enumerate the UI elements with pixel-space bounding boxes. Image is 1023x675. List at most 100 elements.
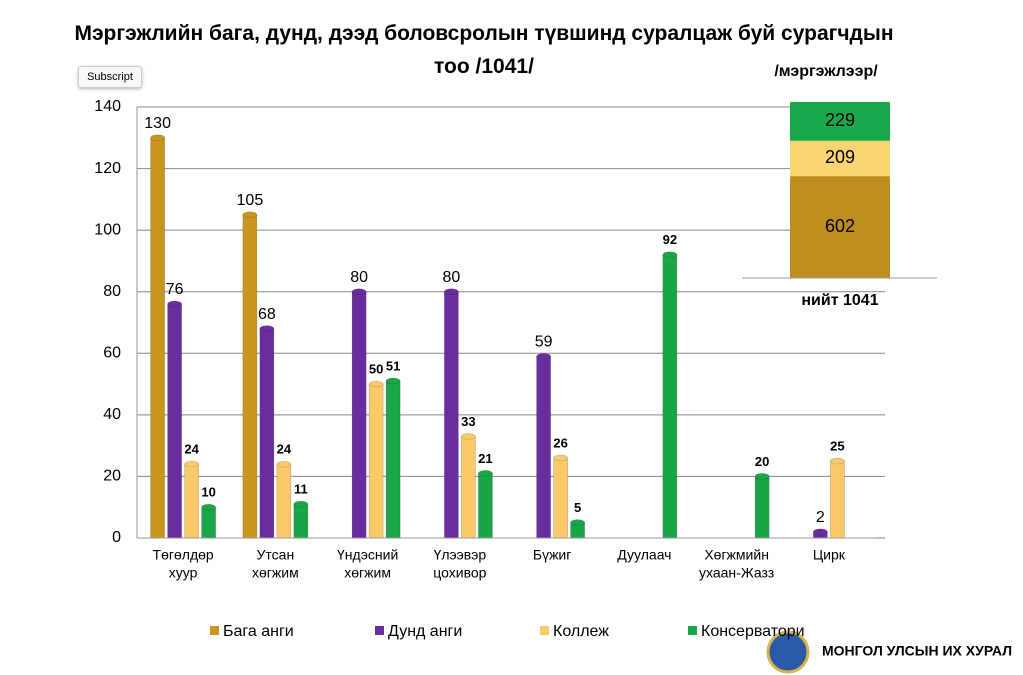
x-tick-label: Утсан <box>257 547 295 563</box>
value-label: 76 <box>166 281 184 298</box>
value-label: 24 <box>277 442 292 457</box>
legend-swatch <box>375 626 384 635</box>
subtitle: /мэргэжлээр/ <box>774 63 878 80</box>
value-label: 25 <box>830 438 844 453</box>
value-label: 20 <box>755 454 769 469</box>
bar-cap <box>167 300 182 308</box>
bar <box>259 328 275 539</box>
bar <box>385 380 401 539</box>
y-tick-label: 80 <box>103 283 121 300</box>
value-label: 105 <box>237 192 264 209</box>
watermark: МОНГОЛ УЛСЫН ИХ ХУРАЛ <box>822 643 1012 659</box>
logo <box>766 630 810 674</box>
x-tick-label: Үндэсний <box>337 547 398 563</box>
value-label: 26 <box>553 435 567 450</box>
x-tick-label: Төгөлдөр <box>153 547 214 563</box>
bar-cap <box>385 377 401 385</box>
bar <box>553 457 568 539</box>
bar <box>201 506 216 539</box>
bar-cap <box>293 500 309 508</box>
bar-cap <box>662 251 678 259</box>
bar-cap <box>242 211 258 219</box>
value-label: 59 <box>535 334 553 351</box>
stack-segment <box>790 140 890 177</box>
bar-cap <box>461 433 476 440</box>
value-label: 51 <box>386 358 400 373</box>
y-tick-label: 40 <box>103 406 121 423</box>
bar-cap <box>184 460 199 468</box>
x-tick-label: хуур <box>169 565 198 581</box>
bar <box>293 503 309 539</box>
bar-cap <box>553 454 568 462</box>
value-label: 2 <box>816 509 825 526</box>
bar-cap <box>830 457 845 465</box>
bar-cap <box>754 473 770 480</box>
chart-title: Мэргэжлийн бага, дунд, дээд боловсролын … <box>74 22 893 78</box>
inset-label: нийт 1041 <box>801 292 878 309</box>
value-label: 80 <box>350 269 368 286</box>
bar-cap <box>570 519 585 526</box>
value-label: 24 <box>184 442 199 457</box>
y-tick-label: 120 <box>94 160 121 177</box>
bar-cap <box>150 134 165 142</box>
bar <box>167 303 182 539</box>
value-label: 50 <box>369 362 383 377</box>
legend-label: Консерватори <box>701 623 805 640</box>
stack-segment <box>790 102 890 141</box>
x-tick-label: Бүжиг <box>533 547 571 563</box>
bar <box>478 473 493 539</box>
bar <box>184 463 199 539</box>
bar-cap <box>536 353 551 360</box>
bar <box>444 291 459 539</box>
value-label: 10 <box>201 485 215 500</box>
value-label: 11 <box>294 482 308 497</box>
stack-segment <box>790 176 890 278</box>
bar-cap <box>276 460 292 468</box>
legend-swatch <box>540 626 549 635</box>
segment-label: 602 <box>825 216 855 236</box>
value-label: 68 <box>258 306 276 323</box>
segment-label: 209 <box>825 147 855 167</box>
value-label: 80 <box>442 269 460 286</box>
value-label: 5 <box>574 500 581 515</box>
y-tick-label: 60 <box>103 345 121 362</box>
bar-cap <box>259 325 275 332</box>
bar <box>830 460 845 539</box>
bar <box>150 137 165 539</box>
bar-cap <box>478 470 493 477</box>
bar-cap <box>201 503 216 511</box>
bar-cap <box>351 288 367 296</box>
bar <box>276 463 292 539</box>
bar-cap <box>444 288 459 296</box>
value-label: 92 <box>663 232 677 247</box>
value-label: 21 <box>478 451 492 466</box>
title-line: тоо /1041/ <box>434 55 534 78</box>
bar <box>754 476 770 539</box>
legend-label: Коллеж <box>553 623 609 640</box>
bar-cap <box>813 528 828 536</box>
legend-swatch <box>688 626 697 635</box>
x-tick-label: цохивор <box>433 565 486 581</box>
bar <box>351 291 367 539</box>
value-label: 130 <box>144 115 171 132</box>
legend-swatch <box>210 626 219 635</box>
bar <box>368 383 384 539</box>
x-tick-label: Хөгжмийн <box>704 547 769 563</box>
x-tick-label: хөгжим <box>252 565 299 581</box>
y-tick-label: 140 <box>94 98 121 115</box>
x-tick-label: Цирк <box>813 547 846 563</box>
bar <box>461 436 476 539</box>
legend-label: Дунд анги <box>388 623 462 640</box>
x-tick-label: ухаан-Жазз <box>699 565 774 581</box>
subscript-button[interactable]: Subscript <box>78 66 142 88</box>
title-line: Мэргэжлийн бага, дунд, дээд боловсролын … <box>74 22 893 45</box>
x-tick-label: Дуулаач <box>617 547 671 563</box>
bar <box>242 214 258 539</box>
legend-label: Бага анги <box>223 623 294 640</box>
x-tick-label: Үлээвэр <box>434 547 487 563</box>
segment-label: 229 <box>825 110 855 130</box>
y-tick-label: 0 <box>112 529 121 546</box>
